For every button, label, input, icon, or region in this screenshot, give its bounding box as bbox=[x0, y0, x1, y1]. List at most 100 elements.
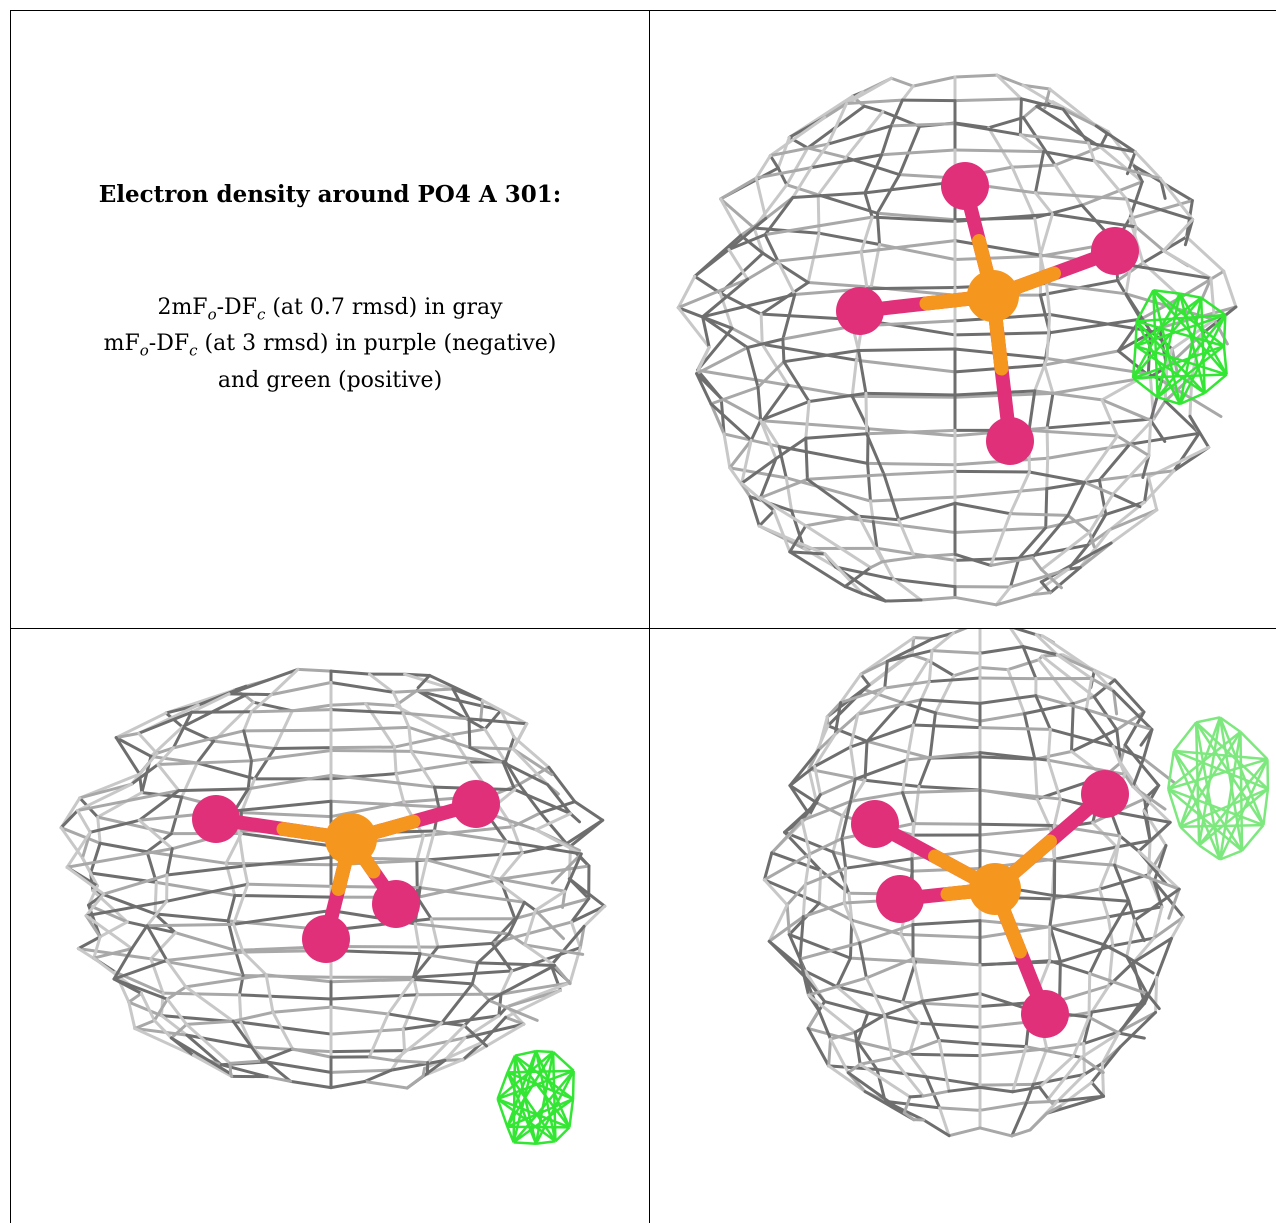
green-mesh-edge bbox=[1203, 373, 1228, 394]
mesh-edge bbox=[762, 851, 774, 882]
green-mesh-edge bbox=[1157, 396, 1181, 406]
mesh-edge bbox=[875, 546, 957, 562]
mesh-edge bbox=[137, 710, 194, 735]
mesh-edge bbox=[817, 901, 854, 922]
mesh-edge bbox=[1006, 658, 1041, 672]
mesh-edge bbox=[1139, 295, 1183, 321]
mesh-edge bbox=[847, 891, 854, 922]
mesh-edge bbox=[511, 722, 529, 751]
mesh-edge bbox=[1155, 936, 1173, 979]
mesh-edge bbox=[1078, 528, 1112, 569]
mesh-edge bbox=[1133, 918, 1146, 943]
green-mesh-edge bbox=[1173, 749, 1269, 791]
green-mesh-edge bbox=[1131, 345, 1137, 379]
density-view-top-right bbox=[676, 73, 1238, 607]
mesh-edge bbox=[512, 735, 551, 769]
mesh-edge bbox=[739, 233, 765, 255]
mesh-edge bbox=[112, 977, 169, 1001]
mesh-edge bbox=[1118, 1010, 1158, 1049]
mesh-edge bbox=[901, 791, 916, 826]
mesh-edge bbox=[1048, 313, 1152, 333]
mesh-edge bbox=[578, 924, 586, 950]
green-mesh-edge bbox=[1179, 787, 1269, 828]
mesh-edge bbox=[1033, 191, 1129, 201]
mesh-edge bbox=[269, 681, 333, 697]
mesh-edge bbox=[857, 347, 957, 352]
mesh-edge bbox=[1162, 218, 1195, 253]
green-mesh-edge bbox=[535, 1140, 556, 1146]
mesh-edge bbox=[825, 701, 843, 719]
green-mesh-edge bbox=[1156, 345, 1225, 399]
mesh-edge bbox=[1027, 428, 1119, 438]
mesh-edge bbox=[907, 1021, 921, 1056]
mesh-edge bbox=[89, 841, 102, 875]
mesh-edge bbox=[1111, 744, 1145, 761]
mesh-edge bbox=[1084, 676, 1094, 712]
mesh-edge bbox=[767, 915, 805, 943]
caption-line-2: mFo-DFc (at 3 rmsd) in purple (negative) bbox=[103, 331, 557, 360]
mesh-edge bbox=[1070, 702, 1075, 753]
mesh-edge bbox=[461, 1022, 526, 1062]
mesh-edge bbox=[951, 629, 968, 635]
mesh-edge bbox=[239, 777, 257, 815]
mesh-edge bbox=[849, 712, 860, 749]
mesh-edge bbox=[709, 402, 726, 436]
mesh-edge bbox=[265, 1075, 293, 1083]
mesh-edge bbox=[892, 577, 923, 602]
mesh-edge bbox=[84, 914, 134, 951]
mesh-edge bbox=[919, 698, 982, 705]
mesh-edge bbox=[902, 1095, 912, 1115]
mesh-edge bbox=[1039, 530, 1091, 572]
mesh-edge bbox=[1092, 159, 1129, 201]
mesh-edge bbox=[1090, 1045, 1122, 1084]
mesh-edge bbox=[1092, 695, 1119, 732]
mesh-edge bbox=[470, 961, 480, 986]
mesh-edge bbox=[241, 950, 268, 977]
mesh-edge bbox=[1100, 398, 1119, 438]
mesh-edge bbox=[913, 552, 957, 559]
mesh-edge bbox=[889, 122, 957, 128]
mesh-edge bbox=[84, 892, 106, 918]
mesh-edge bbox=[856, 1040, 879, 1072]
mesh-edge bbox=[1102, 899, 1131, 947]
table-left-border bbox=[10, 10, 11, 1223]
oxygen-atom bbox=[452, 780, 500, 828]
mesh-edge bbox=[534, 812, 572, 832]
mesh-edge bbox=[901, 758, 909, 795]
mesh-edge bbox=[840, 837, 848, 870]
mesh-edge bbox=[947, 1085, 982, 1093]
caption-line-1: 2mFo-DFc (at 0.7 rmsd) in gray bbox=[157, 295, 503, 324]
mesh-edge bbox=[114, 736, 141, 776]
mesh-edge bbox=[489, 875, 526, 904]
mesh-edge bbox=[149, 931, 177, 961]
mesh-edge bbox=[875, 173, 902, 215]
green-mesh-edge bbox=[1239, 730, 1269, 761]
mesh-edge bbox=[264, 973, 333, 984]
mesh-edge bbox=[924, 1075, 982, 1087]
mesh-edge bbox=[1090, 676, 1116, 693]
mesh-edge bbox=[1092, 678, 1117, 699]
mesh-edge bbox=[92, 947, 134, 960]
caption-cell: Electron density around PO4 A 301: 2mFo-… bbox=[11, 11, 649, 628]
mesh-edge bbox=[499, 708, 516, 739]
mesh-edge bbox=[271, 1010, 295, 1051]
mesh-edge bbox=[1045, 478, 1101, 491]
mesh-edge bbox=[798, 957, 811, 997]
mesh-edge bbox=[415, 834, 425, 863]
mesh-edge bbox=[1111, 454, 1151, 496]
mesh-edge bbox=[1113, 863, 1181, 891]
mesh-edge bbox=[153, 880, 158, 916]
phosphorus-atom bbox=[325, 813, 377, 865]
mesh-edge bbox=[865, 432, 886, 477]
mesh-edge bbox=[367, 1012, 390, 1059]
mesh-edge bbox=[1097, 442, 1132, 482]
density-view-bottom-left bbox=[59, 667, 607, 1146]
mesh-edge bbox=[900, 84, 915, 102]
mesh-edge bbox=[367, 672, 395, 694]
mesh-edge bbox=[233, 948, 245, 977]
mesh-edge bbox=[762, 878, 789, 907]
caption-line-3: and green (positive) bbox=[217, 367, 443, 393]
mesh-edge bbox=[776, 250, 863, 263]
mesh-edge bbox=[727, 247, 750, 281]
mesh-edge bbox=[498, 851, 524, 881]
